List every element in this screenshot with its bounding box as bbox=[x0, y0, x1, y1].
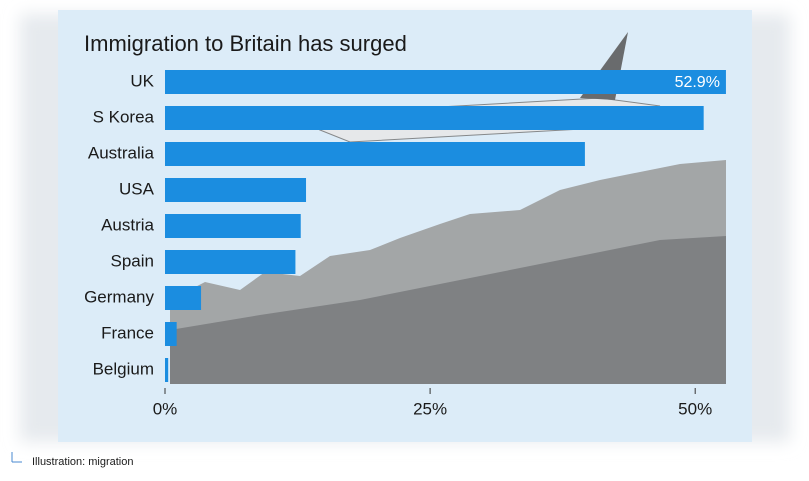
bar bbox=[165, 250, 296, 274]
x-tick-label: 50% bbox=[678, 399, 712, 418]
chart-title: Immigration to Britain has surged bbox=[84, 31, 407, 56]
value-label: 52.9% bbox=[675, 74, 720, 91]
y-tick-label: Austria bbox=[101, 215, 154, 234]
y-tick-label: S Korea bbox=[93, 107, 155, 126]
bar bbox=[165, 106, 704, 130]
bar bbox=[165, 322, 177, 346]
bar bbox=[165, 214, 301, 238]
y-tick-label: France bbox=[101, 323, 154, 342]
bar bbox=[165, 358, 169, 382]
caption: Illustration: migration bbox=[32, 456, 134, 468]
y-tick-label: Australia bbox=[88, 143, 155, 162]
bar bbox=[165, 178, 307, 202]
x-tick-label: 0% bbox=[153, 399, 178, 418]
y-tick-label: Spain bbox=[111, 251, 154, 270]
bar bbox=[165, 70, 726, 94]
y-tick-label: Germany bbox=[84, 287, 154, 306]
y-tick-label: UK bbox=[130, 71, 154, 90]
y-tick-label: USA bbox=[119, 179, 155, 198]
illustration bbox=[170, 32, 726, 384]
bar bbox=[165, 286, 202, 310]
y-tick-label: Belgium bbox=[93, 359, 154, 378]
bar bbox=[165, 142, 585, 166]
x-tick-label: 25% bbox=[413, 399, 447, 418]
